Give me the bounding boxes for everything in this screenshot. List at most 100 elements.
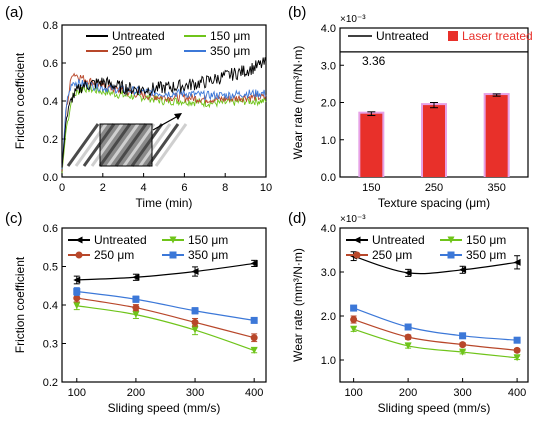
panel-d-x-tick-label: 200 (399, 387, 417, 399)
panel-c: 100 200 300 400 0.2 0.3 0.4 0.5 0.6 Sliding speed… (13, 223, 267, 415)
panel-c-x-axis-label: Sliding speed (mm/s) (108, 401, 221, 415)
panel-a-inset-stripe (74, 123, 108, 167)
panel-d-data-point (459, 332, 467, 340)
panel-b-legend-label: Laser treated (462, 29, 533, 43)
panel-b: 150 250 350 0.0 1.0 2.0 3.0 4.0 Texture spacing … (291, 14, 533, 210)
panel-a-y-tick-label: 0.4 (43, 96, 58, 108)
panel-a-y-tick-label: 0.2 (43, 134, 58, 146)
panel-b-y-tick-label: 3.0 (321, 60, 336, 72)
panel-a-inset-stripe (98, 123, 132, 167)
panel-c-series-line (76, 290, 255, 321)
panel-c-data-point (191, 307, 199, 315)
panel-c-data-point (191, 326, 199, 334)
panel-a-series-line-350m (61, 79, 267, 170)
panel-d-data-point (404, 269, 412, 277)
panel-d-legend-label: 250 μm (372, 248, 412, 262)
panel-c-y-tick-label: 0.6 (43, 223, 58, 235)
panel-b-x-tick-label: 150 (362, 182, 380, 194)
panel-a-x-tick-label: 2 (100, 182, 106, 194)
panel-c-data-point (191, 318, 199, 326)
panel-c-data-point (250, 316, 258, 324)
panel-c-legend-label: 350 μm (188, 248, 228, 262)
panel-a-inset-stripe (122, 123, 156, 167)
panel-d-y-tick-label: 3.0 (321, 267, 336, 279)
panel-d-y-tick-label: 2.0 (321, 311, 336, 323)
panel-d: 100 200 300 400 1.0 2.0 3.0 4.0 Sliding speed (m… (291, 214, 529, 415)
panel-a-legend-label: 250 μm (112, 44, 152, 58)
panel-d-y-axis-label: Wear rate (mm³/N·m) (291, 248, 305, 362)
panel-a-inset-stripe (154, 123, 188, 167)
panel-d-legend-data-point (447, 251, 455, 259)
panel-d-legend-data-point (353, 251, 361, 259)
panel-b-y-axis-label: Wear rate (mm³/N·m) (291, 46, 305, 160)
panel-b-reference-value: 3.36 (362, 54, 386, 68)
panel-d-series-line (353, 307, 518, 341)
panel-c-data-point (132, 295, 140, 303)
panel-a-inset-arrowhead (174, 113, 182, 120)
panel-d-series-line (353, 255, 518, 275)
panel-d-x-tick-label: 100 (344, 387, 362, 399)
panel-d-data-point (459, 266, 467, 274)
panel-b-label: (b) (288, 4, 306, 21)
panel-d-data-point (513, 258, 521, 266)
panel-d-data-point (513, 346, 521, 354)
panel-c-label: (c) (5, 210, 23, 227)
panel-d-series-line (353, 328, 518, 359)
panel-c-data-point (250, 259, 258, 267)
panel-c-data-point (73, 302, 81, 310)
panel-d-y-multiplier: ×10⁻³ (340, 214, 366, 225)
panel-d-data-point (350, 316, 358, 324)
panel-d-label: (d) (288, 210, 306, 227)
panel-b-legend-label: Untreated (376, 29, 429, 43)
panel-a-inset-micrograph (66, 123, 188, 167)
panel-c-legend-label: Untreated (94, 233, 147, 247)
panel-d-data-point (513, 354, 521, 362)
panel-d-y-tick-label: 1.0 (321, 355, 336, 367)
panel-c-data-point (73, 294, 81, 302)
panel-a-x-tick-label: 6 (181, 182, 187, 194)
panel-d-legend-data-point (353, 236, 361, 244)
panel-a-y-axis-label: Friction coefficient (13, 52, 27, 149)
panel-a-series-line-Untreated (61, 57, 267, 168)
panel-a-legend-label: 350 μm (210, 44, 250, 58)
panel-c-y-axis-label: Friction coefficient (13, 256, 27, 353)
panel-a-x-axis-label: Time (min) (136, 196, 193, 210)
panel-a-inset-stripe (130, 123, 164, 167)
panel-d-legend-label: Untreated (372, 233, 425, 247)
panel-a-y-tick-label: 0.8 (43, 20, 58, 32)
panel-d-series-line (353, 318, 518, 351)
panel-d-x-axis-label: Sliding speed (mm/s) (378, 401, 491, 415)
panel-b-y-tick-label: 1.0 (321, 135, 336, 147)
panel-c-data-point (250, 346, 258, 354)
panel-c-data-point (191, 268, 199, 276)
panel-d-data-point (350, 325, 358, 333)
panel-c-y-tick-label: 0.2 (43, 377, 58, 389)
panel-a-x-tick-label: 4 (141, 182, 147, 194)
panel-d-x-tick-label: 300 (453, 387, 471, 399)
panel-a-y-tick-label: 0.0 (43, 172, 58, 184)
panel-c-legend-data-point (169, 251, 177, 259)
panel-c-y-tick-label: 0.3 (43, 339, 58, 351)
panel-a-legend-label: 150 μm (210, 29, 250, 43)
panel-a-legend-label: Untreated (112, 29, 165, 43)
panel-b-x-tick-label: 250 (425, 182, 443, 194)
panel-c-series-line (76, 297, 255, 339)
panel-b-x-tick-label: 350 (487, 182, 505, 194)
panel-c-y-tick-label: 0.5 (43, 262, 58, 274)
panel-d-plot-frame (339, 227, 529, 383)
panel-a-inset-stripe (82, 123, 116, 167)
panel-b-y-multiplier: ×10⁻³ (340, 14, 366, 25)
panel-a-inset-stripe (114, 123, 148, 167)
panel-d-data-point (459, 341, 467, 349)
panel-a-inset-stripe (138, 123, 172, 167)
panel-c-y-tick-label: 0.4 (43, 300, 58, 312)
panel-c-data-point (73, 276, 81, 284)
panel-b-x-axis-label: Texture spacing (μm) (378, 196, 490, 210)
panel-b-bar (485, 95, 508, 177)
panel-b-bar (423, 105, 445, 177)
panel-d-legend-label: 350 μm (466, 248, 506, 262)
panel-a-x-tick-label: 0 (59, 182, 65, 194)
panel-a-x-tick-label: 10 (260, 182, 272, 194)
